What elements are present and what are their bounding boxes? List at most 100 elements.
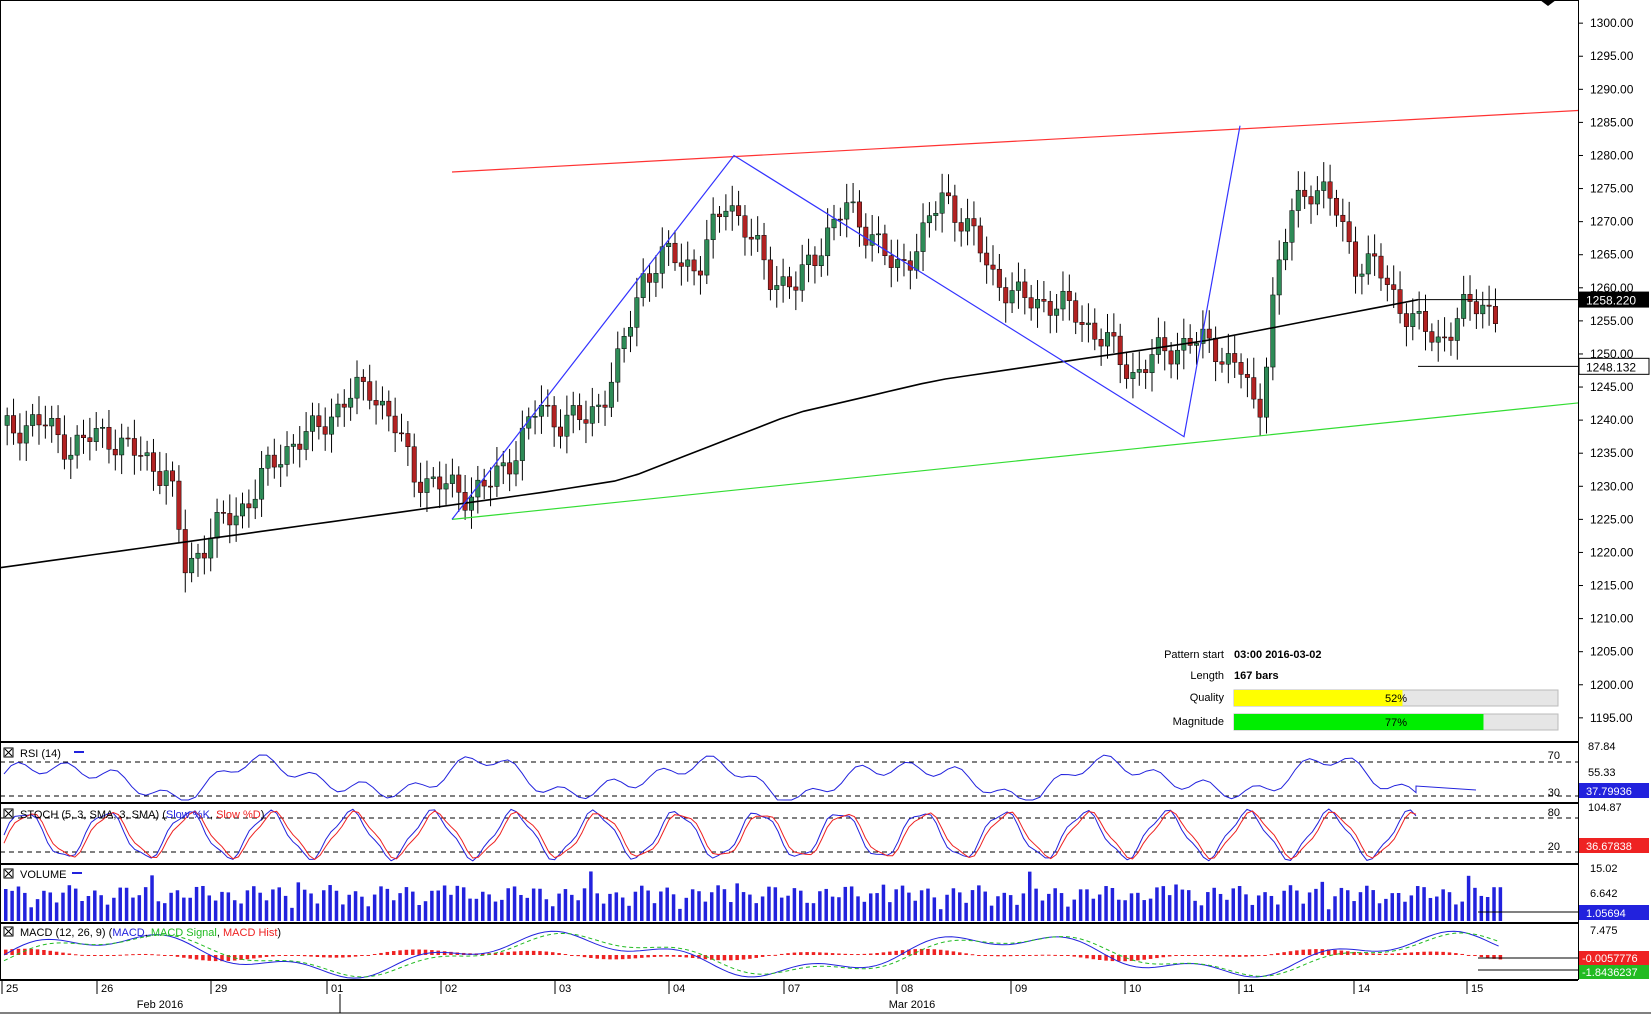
macd-hist-bar [271,955,275,957]
macd-hist-bar [652,955,657,957]
volume-bar [1142,900,1146,921]
macd-hist-bar [1218,955,1223,957]
volume-bar [1365,885,1369,921]
volume-bar [684,897,689,921]
candle-down [1041,299,1047,302]
candle-up [1174,349,1180,365]
macd-hist-bar [881,952,886,955]
candle-up [468,496,474,511]
macd-hist-bar [1428,951,1433,955]
candle-down [1333,197,1339,216]
macd-hist-bar [99,955,103,956]
volume-value: 1.05694 [1586,908,1626,920]
volume-bar [1473,887,1477,921]
candle-down [717,213,722,218]
candle-up [1009,290,1015,304]
macd-hist-bar [1199,955,1204,956]
macd-hist-bar [1104,955,1108,961]
macd-hist-bar [646,955,650,958]
macd-hist-bar [729,955,733,961]
macd-hist-bar [894,950,898,955]
volume-bar [1237,886,1242,921]
macd-hist-bar [996,955,1000,957]
candle-down [138,455,144,457]
candle-down [125,437,131,440]
macd-hist-bar [1244,955,1248,957]
macd-hist-bar [678,955,682,958]
macd-hist-bar [411,949,415,955]
price-tick-label: 1200.00 [1590,678,1634,692]
volume-bar [913,900,918,921]
macd-hist-bar [54,951,59,955]
volume-bar [748,894,752,921]
volume-bar [1320,881,1325,921]
candle-down [977,225,983,254]
macd-hist-bar [760,955,765,957]
candle-down [1047,301,1053,316]
volume-bar [391,900,396,921]
volume-bar [449,894,453,921]
macd-hist-bar [932,949,937,955]
candle-up [1015,281,1021,291]
macd-hist-bar [131,954,135,956]
volume-bar [1085,889,1089,921]
volume-bar [4,889,8,921]
stoch-collapse-x [4,809,13,818]
macd-hist-bar [862,953,867,955]
candle-up [1283,242,1289,261]
volume-bar [1498,887,1503,921]
candle-up [259,468,265,500]
volume-bar [188,897,192,921]
time-month-label: Mar 2016 [889,999,935,1011]
macd-hist-bar [341,955,345,958]
rsi-level-70-label: 70 [1548,750,1560,762]
candle-down [106,426,112,450]
volume-bar [633,891,638,921]
candle-up [443,483,449,490]
volume-bar [996,896,1000,921]
volume-bar [1352,901,1356,921]
macd-paren-open: ( [106,927,113,939]
volume-bar [512,886,517,921]
volume-bar [983,891,987,921]
macd-hist-bar [983,955,987,956]
volume-bar [404,887,409,921]
macd-hist-bar [1276,953,1280,955]
macd-hist-bar [1027,955,1032,956]
candle-up [825,227,831,257]
candle-up [1155,337,1161,355]
volume-bar [595,893,599,921]
last-price-box [1579,291,1649,308]
volume-bar [1021,893,1026,921]
macd-hist-bar [118,954,122,956]
candle-up [914,251,920,271]
macd-sep-2: , [217,927,223,939]
macd-hist-bar [360,955,364,956]
macd-hist-bar [1498,955,1503,960]
candle-up [831,218,837,229]
macd-hist-bar [868,953,873,955]
candle-up [1435,336,1441,343]
volume-bar [1396,892,1401,921]
candle-down [882,233,888,256]
candle-down [787,276,792,288]
macd-hist-bar [1193,955,1197,956]
volume-bar [468,898,472,921]
candle-up [634,297,640,328]
volume-bar [760,896,765,921]
candle-down [1066,290,1072,301]
candle-down [647,273,653,283]
candle-up [1264,366,1269,418]
scroll-end-marker-icon[interactable] [1540,0,1556,6]
volume-bar [118,887,122,921]
volume-bar [919,890,924,921]
volume-bar [417,905,421,921]
candle-up [119,437,125,456]
macd-hist-bar [1225,955,1229,957]
volume-bar [1186,890,1191,921]
macd-hist-bar [735,955,739,961]
macd-hist-bar [1008,955,1013,957]
volume-bar [1193,900,1197,921]
candle-down [271,454,277,468]
candle-up [430,476,436,479]
